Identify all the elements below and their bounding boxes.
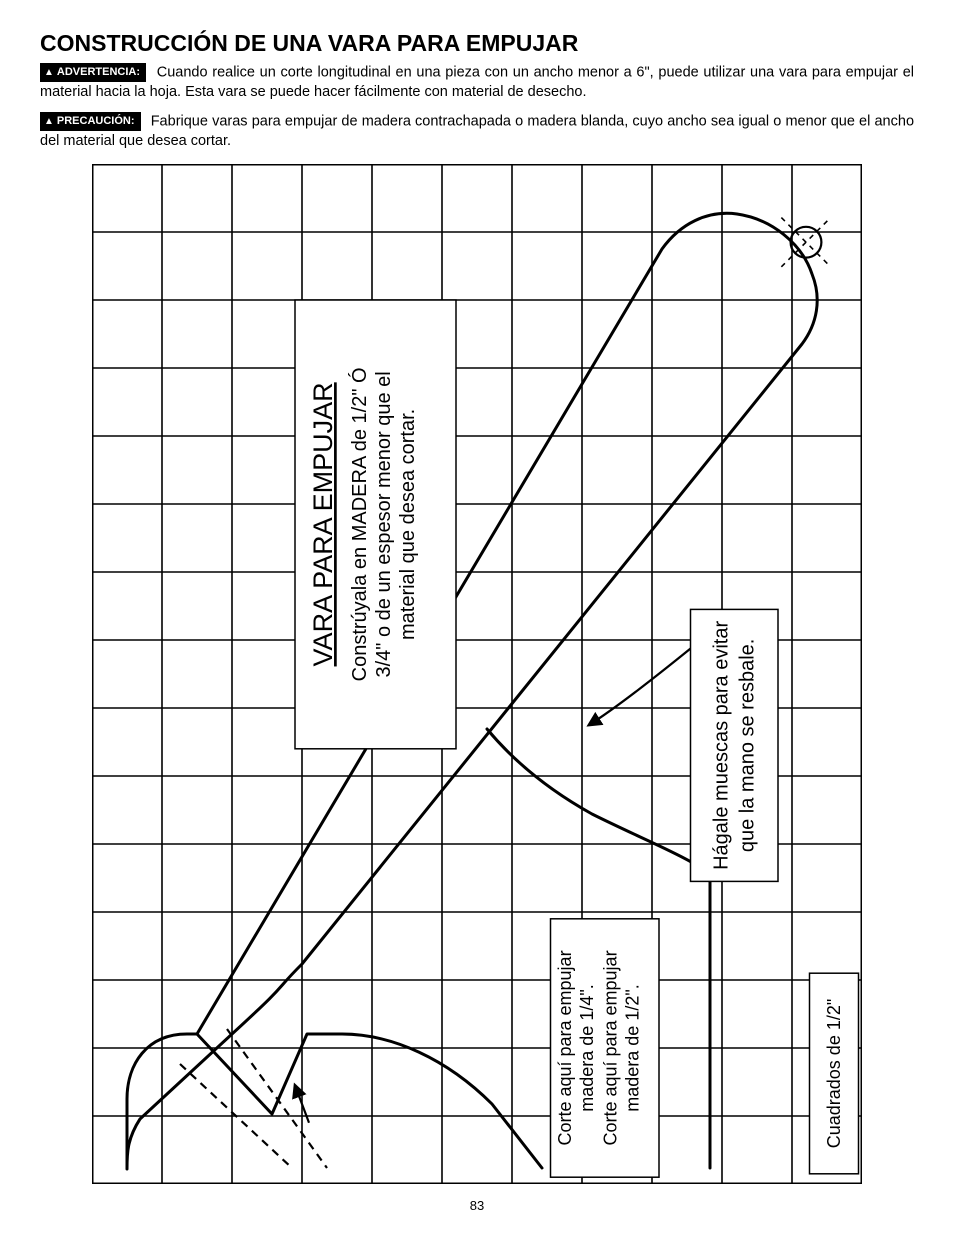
svg-text:Corte aquí para empujar: Corte aquí para empujar [555, 950, 575, 1145]
page-title: CONSTRUCCIÓN DE UNA VARA PARA EMPUJAR [40, 30, 914, 57]
svg-text:Hágale muescas para evitar: Hágale muescas para evitar [710, 620, 732, 869]
warning-text: Cuando realice un corte longitudinal en … [40, 64, 914, 100]
svg-text:VARA PARA EMPUJAR: VARA PARA EMPUJAR [308, 382, 338, 666]
svg-text:madera de 1/2".: madera de 1/2". [623, 984, 643, 1111]
warning-paragraph: ▲ADVERTENCIA: Cuando realice un corte lo… [40, 63, 914, 102]
page-number: 83 [0, 1198, 954, 1213]
svg-text:3/4" o de un espesor menor que: 3/4" o de un espesor menor que el [373, 371, 395, 677]
warning-badge: ▲ADVERTENCIA: [40, 63, 146, 82]
svg-text:madera de 1/4".: madera de 1/4". [577, 984, 597, 1111]
caution-triangle-icon: ▲ [44, 116, 54, 127]
svg-text:que la mano se resbale.: que la mano se resbale. [736, 638, 758, 851]
caution-badge: ▲PRECAUCIÓN: [40, 112, 141, 131]
caution-text: Fabrique varas para empujar de madera co… [40, 114, 914, 150]
svg-text:Constrúyala en MADERA de 1/2": Constrúyala en MADERA de 1/2" Ó [348, 367, 371, 681]
push-stick-diagram: VARA PARA EMPUJAR Constrúyala en MADERA d… [92, 164, 862, 1189]
svg-text:material que desea cortar.: material que desea cortar. [397, 409, 419, 640]
svg-text:Cuadrados de 1/2": Cuadrados de 1/2" [824, 999, 844, 1149]
svg-text:Corte aquí para empujar: Corte aquí para empujar [601, 950, 621, 1145]
warning-triangle-icon: ▲ [44, 67, 54, 78]
caution-paragraph: ▲PRECAUCIÓN: Fabrique varas para empujar… [40, 112, 914, 151]
